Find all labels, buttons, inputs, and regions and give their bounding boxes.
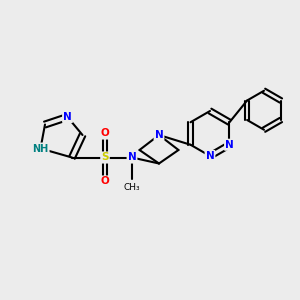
Text: N: N bbox=[225, 140, 234, 150]
Text: N: N bbox=[206, 151, 214, 161]
Text: CH₃: CH₃ bbox=[124, 183, 140, 192]
Text: S: S bbox=[101, 152, 109, 163]
Text: O: O bbox=[100, 128, 109, 139]
Text: N: N bbox=[128, 152, 136, 163]
Text: N: N bbox=[154, 130, 164, 140]
Text: NH: NH bbox=[32, 143, 49, 154]
Text: O: O bbox=[100, 176, 109, 187]
Text: N: N bbox=[63, 112, 72, 122]
